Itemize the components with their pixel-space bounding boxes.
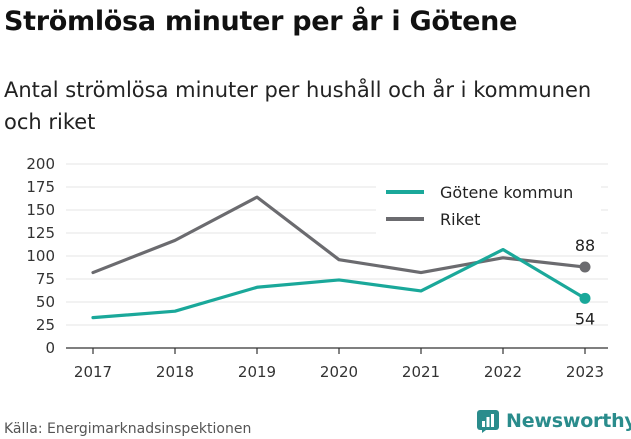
x-tick-label: 2022 [484,363,522,381]
x-tick-label: 2023 [566,363,604,381]
series-line [91,247,587,320]
y-tick-label: 100 [26,247,55,265]
x-tick-label: 2021 [402,363,440,381]
y-tick-label: 175 [26,178,55,196]
x-axis: 2017 2018 2019 2020 2021 2022 2023 [66,347,608,381]
legend-label: Götene kommun [440,183,573,202]
end-labels: 88 54 [575,236,595,328]
legend: Götene kommun Riket [376,180,601,238]
x-tick-label: 2018 [156,363,194,381]
brand-logo: Newsworthy [476,409,631,433]
newsworthy-logo-icon [477,410,499,433]
end-label-gotene: 54 [575,309,595,328]
y-tick-label: 25 [36,316,55,334]
y-tick-label: 150 [26,201,55,219]
series-line [91,195,587,275]
chart-subtitle: Antal strömlösa minuter per hushåll och … [4,78,592,134]
end-point [579,261,591,273]
y-tick-label: 50 [36,293,55,311]
series-lines [91,195,591,320]
chart-title: Strömlösa minuter per år i Götene [4,6,518,37]
y-axis-ticks: 0 25 50 75 100 125 150 175 200 [26,155,55,357]
x-tick-label: 2017 [74,363,112,381]
y-tick-label: 200 [26,155,55,173]
source-note: Källa: Energimarknadsinspektionen [4,421,252,437]
legend-label: Riket [440,210,480,229]
x-tick-label: 2019 [238,363,276,381]
y-tick-label: 125 [26,224,55,242]
end-point [579,292,591,304]
end-label-riket: 88 [575,236,595,255]
y-tick-label: 0 [45,339,55,357]
brand-name: Newsworthy [506,410,631,432]
x-tick-label: 2020 [320,363,358,381]
y-tick-label: 75 [36,270,55,288]
legend-background [376,180,601,238]
